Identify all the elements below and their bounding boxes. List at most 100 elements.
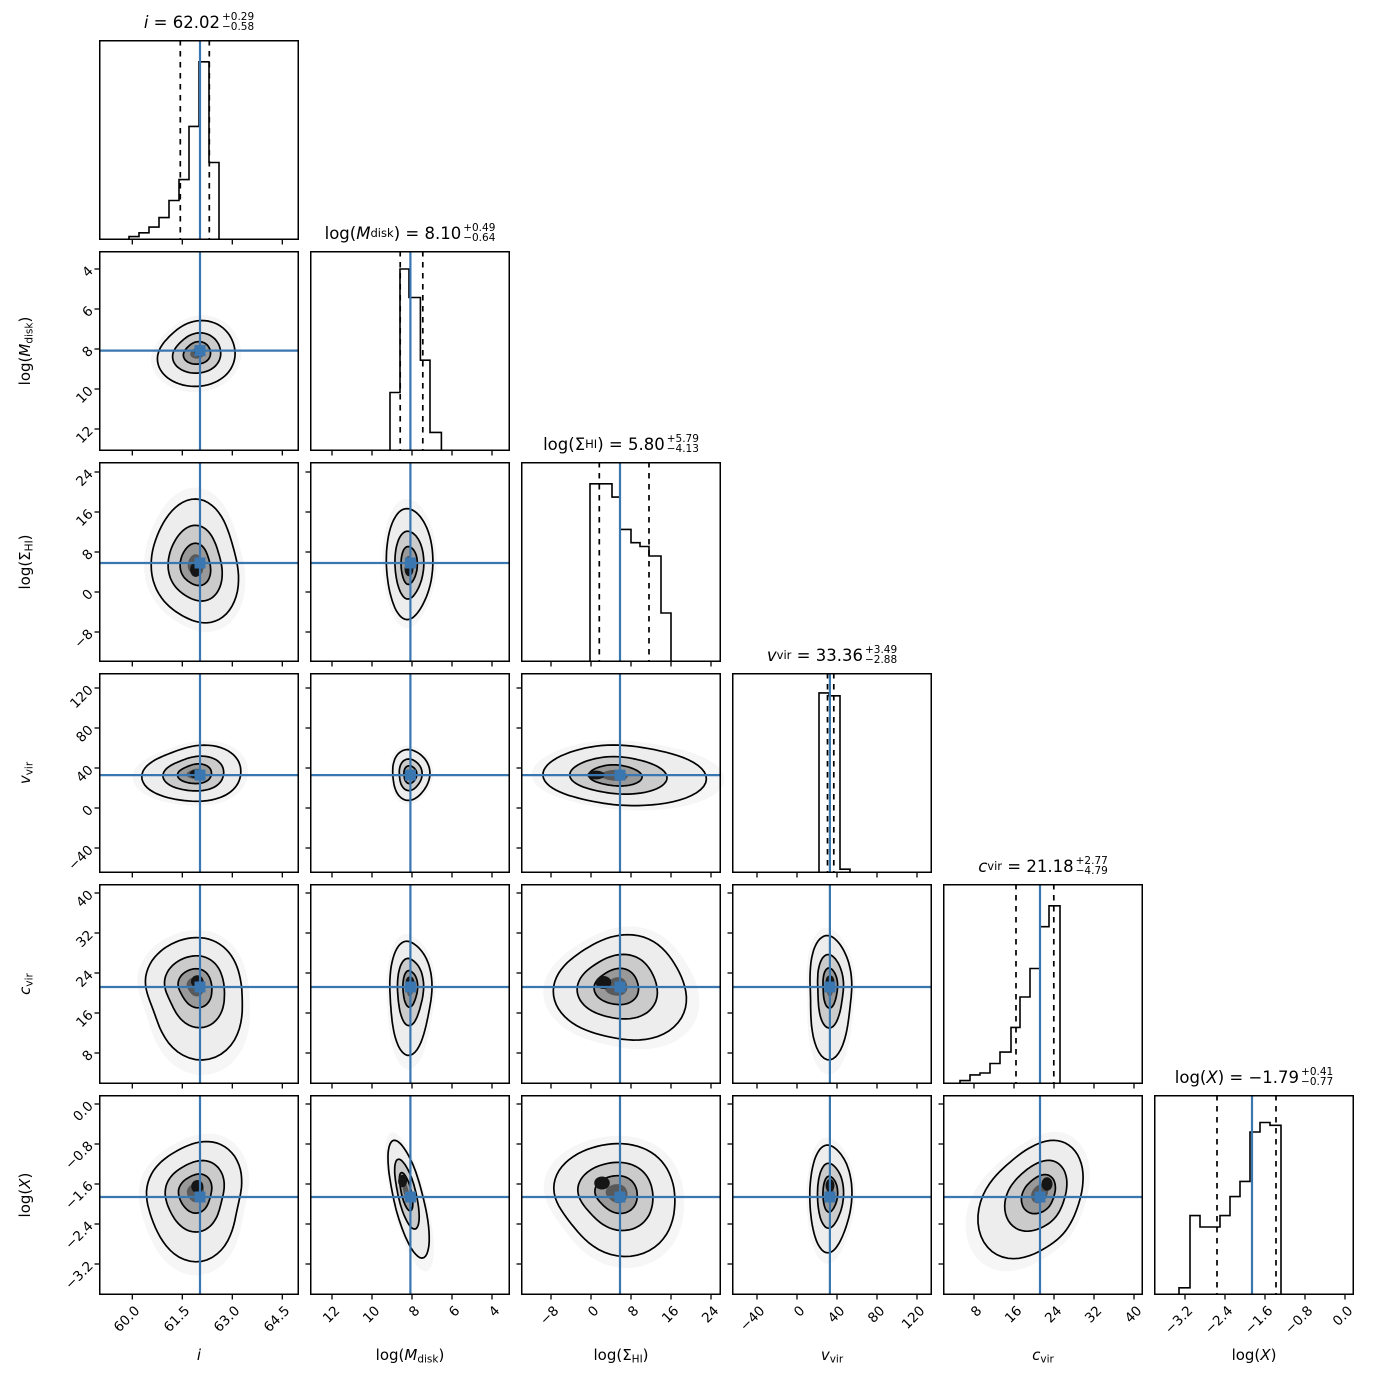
panel-border [310, 1095, 510, 1295]
truth-marker [194, 1191, 206, 1203]
label-text: Σ [622, 1346, 632, 1364]
panel-v_vir-log_x [727, 1095, 932, 1300]
contour-plot-area [94, 462, 299, 667]
error-plus: +3.49 [864, 644, 898, 656]
label-text: log( [16, 560, 34, 590]
panel-c_vir-log_x [938, 1095, 1143, 1300]
label-text: ) [438, 1346, 445, 1364]
density-core [594, 1176, 610, 1190]
label-text: ) [16, 316, 34, 323]
label-text: X [1260, 1346, 1271, 1364]
panel-border [732, 673, 932, 873]
contour-plot-area [94, 673, 299, 878]
contour-plot-area [305, 1095, 510, 1300]
label-text: HI [585, 437, 598, 451]
panel-border [732, 1095, 932, 1295]
error-minus: −4.13 [666, 443, 699, 455]
label-text: X [16, 1178, 34, 1189]
contour-plot-area [94, 251, 299, 456]
label-text: M [16, 343, 34, 357]
hist-panel-v_vir [732, 673, 932, 878]
title-i: i = 62.02 +0.29 −0.58 [89, 9, 309, 35]
label-text: Σ [16, 551, 34, 561]
title-error-stack: +3.49 −2.88 [864, 644, 898, 666]
label-text: vir [23, 761, 36, 776]
panel-border [310, 884, 510, 1084]
label-text: c [1032, 1346, 1041, 1364]
panel-log_mdisk-v_vir [305, 673, 510, 878]
histogram-plot-area [310, 251, 510, 456]
title-median-value: = 21.18 [1002, 856, 1074, 876]
title-log_x: log(X) = −1.79 +0.41 −0.77 [1144, 1064, 1364, 1090]
title-error-stack: +0.41 −0.77 [1301, 1066, 1334, 1088]
label-text: log( [375, 1346, 405, 1364]
histogram-steps [959, 905, 1061, 1083]
label-text: log( [1231, 1346, 1261, 1364]
y-axis-label-log_mdisk: log(Mdisk) [16, 251, 36, 451]
panel-border [99, 884, 299, 1084]
panel-border [99, 673, 299, 873]
contour-plot-area [305, 462, 510, 667]
label-text: ) [642, 1346, 649, 1364]
error-plus: +2.77 [1075, 855, 1108, 867]
panel-i-v_vir [94, 673, 299, 878]
panel-i-log_sigma_hi [94, 462, 299, 667]
label-text: c [978, 856, 988, 876]
panel-v_vir-c_vir [727, 884, 932, 1089]
panel-border [99, 1095, 299, 1295]
panel-log_sigma_hi-v_vir [516, 673, 725, 878]
hist-panel-log_mdisk [310, 251, 510, 456]
hist-panel-log_sigma_hi [521, 462, 721, 667]
label-text: vir [987, 859, 1003, 873]
label-text: vir [776, 648, 792, 662]
truth-marker [194, 557, 206, 569]
histogram-plot-area [1154, 1095, 1354, 1300]
truth-marker [404, 981, 416, 993]
x-axis-label-i: i [99, 1346, 299, 1364]
label-text: vir [829, 1353, 844, 1366]
contour-plot-area [938, 1095, 1143, 1300]
label-text: log( [1174, 1067, 1207, 1087]
x-axis-label-log_x: log(X) [1154, 1346, 1354, 1364]
panel-border [943, 1095, 1143, 1295]
panel-border [521, 673, 721, 873]
truth-marker [404, 557, 416, 569]
contour-plot-area [516, 673, 725, 878]
error-minus: −0.58 [221, 21, 255, 33]
label-text: Σ [574, 434, 586, 454]
label-text: i [196, 1346, 202, 1364]
error-plus: +0.41 [1301, 1066, 1334, 1078]
label-text: M [356, 223, 371, 243]
x-axis-label-log_mdisk: log(Mdisk) [310, 1346, 510, 1366]
label-text: ) [1270, 1346, 1277, 1364]
label-text: log( [16, 356, 34, 386]
label-text: i [143, 12, 149, 32]
panel-log_mdisk-log_sigma_hi [305, 462, 510, 667]
error-minus: −4.79 [1075, 865, 1108, 877]
error-minus: −0.64 [463, 232, 496, 244]
density-core [191, 1180, 204, 1193]
histogram-steps [128, 61, 220, 239]
contour-plot-area [94, 884, 299, 1089]
x-axis-label-v_vir: vvir [732, 1346, 932, 1366]
truth-marker [824, 981, 836, 993]
y-axis-label-log_sigma_hi: log(ΣHI) [16, 462, 36, 662]
truth-marker [614, 769, 626, 781]
histogram-steps [389, 268, 443, 450]
error-minus: −0.77 [1301, 1076, 1334, 1088]
hist-panel-i [99, 40, 299, 245]
panel-border [732, 884, 932, 1084]
truth-marker [404, 1191, 416, 1203]
label-text: ) [16, 534, 34, 541]
title-v_vir: v vir = 33.36 +3.49 −2.88 [722, 642, 942, 668]
panel-border [310, 251, 510, 451]
truth-marker [404, 769, 416, 781]
label-text: ) [393, 223, 401, 243]
panel-border [1154, 1095, 1354, 1295]
label-text: vir [1040, 1353, 1054, 1366]
histogram-plot-area [943, 884, 1143, 1089]
label-text: ) [1217, 1067, 1225, 1087]
title-median-value: = 62.02 [148, 12, 220, 32]
